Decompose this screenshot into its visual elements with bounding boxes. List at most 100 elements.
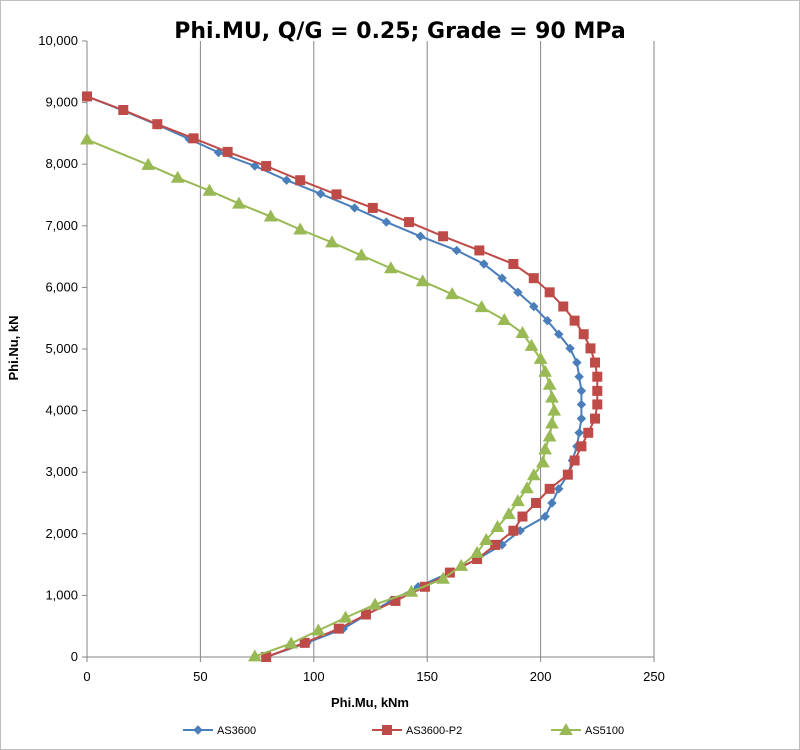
data-point xyxy=(360,609,371,620)
chart-title: Phi.MU, Q/G = 0.25; Grade = 90 MPa xyxy=(174,19,625,44)
data-point xyxy=(576,413,587,424)
x-tick-label: 0 xyxy=(83,669,90,684)
data-point xyxy=(565,343,575,354)
y-tick-label: 0 xyxy=(71,649,78,664)
data-point xyxy=(585,343,596,354)
data-point xyxy=(474,300,489,313)
data-point xyxy=(333,623,344,634)
data-point xyxy=(293,222,308,235)
data-point xyxy=(263,209,278,222)
data-point xyxy=(497,273,507,283)
y-tick-label: 9,000 xyxy=(45,95,78,110)
data-point xyxy=(531,498,542,508)
y-tick-label: 2,000 xyxy=(45,526,78,541)
legend-label: AS3600 xyxy=(217,725,256,737)
data-point xyxy=(517,511,528,522)
data-point xyxy=(438,231,449,242)
data-point xyxy=(415,231,426,241)
data-point xyxy=(576,386,587,396)
data-point xyxy=(513,287,523,298)
y-tick-label: 7,000 xyxy=(45,218,78,233)
series-as5100 xyxy=(80,132,562,662)
data-point xyxy=(479,532,494,545)
data-point xyxy=(538,442,552,455)
data-point xyxy=(367,202,378,213)
data-point xyxy=(529,301,539,312)
data-point xyxy=(511,494,525,507)
data-point xyxy=(232,196,246,209)
data-point xyxy=(490,520,505,533)
x-tick-label: 150 xyxy=(416,669,438,684)
data-point xyxy=(562,469,573,480)
series-layer xyxy=(80,91,603,662)
y-axis-title: Phi.Nu, kN xyxy=(6,315,21,380)
data-point xyxy=(311,623,326,636)
data-point xyxy=(590,357,601,368)
data-point xyxy=(520,481,534,494)
data-point xyxy=(592,385,603,396)
data-point xyxy=(542,429,557,442)
legend-marker xyxy=(382,725,392,735)
x-axis-title: Phi.Mu, kNm xyxy=(331,695,409,710)
data-point xyxy=(547,498,557,508)
data-point xyxy=(497,313,512,326)
data-point xyxy=(592,399,603,410)
data-point xyxy=(508,258,519,269)
data-point xyxy=(544,287,555,298)
y-tick-label: 5,000 xyxy=(45,341,78,356)
data-point xyxy=(349,203,360,213)
data-point xyxy=(554,484,564,494)
data-point xyxy=(526,468,541,481)
data-point xyxy=(315,189,326,199)
data-point xyxy=(547,403,562,416)
data-point xyxy=(284,636,298,649)
data-point xyxy=(247,649,262,662)
data-point xyxy=(545,390,559,403)
data-point xyxy=(188,133,199,144)
data-point xyxy=(533,351,548,364)
data-point xyxy=(576,399,587,410)
data-point xyxy=(544,483,555,494)
data-point xyxy=(542,377,557,390)
data-point xyxy=(501,507,516,520)
data-point xyxy=(170,170,185,183)
data-point xyxy=(578,329,589,340)
data-point xyxy=(454,558,469,571)
data-point xyxy=(576,441,587,452)
series-line xyxy=(86,138,556,658)
y-tick-label: 10,000 xyxy=(38,33,78,48)
x-tick-label: 100 xyxy=(303,669,325,684)
data-point xyxy=(572,357,582,368)
data-point xyxy=(202,183,217,196)
data-point xyxy=(444,567,455,578)
y-tick-label: 4,000 xyxy=(45,403,78,418)
data-point xyxy=(118,104,129,115)
data-point xyxy=(295,175,306,186)
series-as3600-p2 xyxy=(82,91,603,662)
legend: AS3600 AS3600-P2 AS5100 xyxy=(183,722,624,737)
data-point xyxy=(538,364,552,377)
data-point xyxy=(474,245,485,256)
data-point xyxy=(528,273,539,284)
data-point xyxy=(415,274,430,287)
data-point xyxy=(281,175,292,185)
data-point xyxy=(583,427,594,438)
data-point xyxy=(536,455,550,468)
x-tick-label: 200 xyxy=(530,669,552,684)
data-point xyxy=(470,545,484,558)
data-point xyxy=(384,261,398,274)
data-point xyxy=(261,161,272,172)
data-point xyxy=(569,315,580,326)
data-point xyxy=(331,189,342,200)
data-point xyxy=(250,161,260,171)
x-tick-label: 250 xyxy=(643,669,665,684)
data-point xyxy=(445,287,460,300)
legend-item: AS5100 xyxy=(551,722,624,737)
data-point xyxy=(592,371,603,382)
data-point xyxy=(404,584,419,597)
data-point xyxy=(574,428,584,438)
data-point xyxy=(381,217,392,227)
